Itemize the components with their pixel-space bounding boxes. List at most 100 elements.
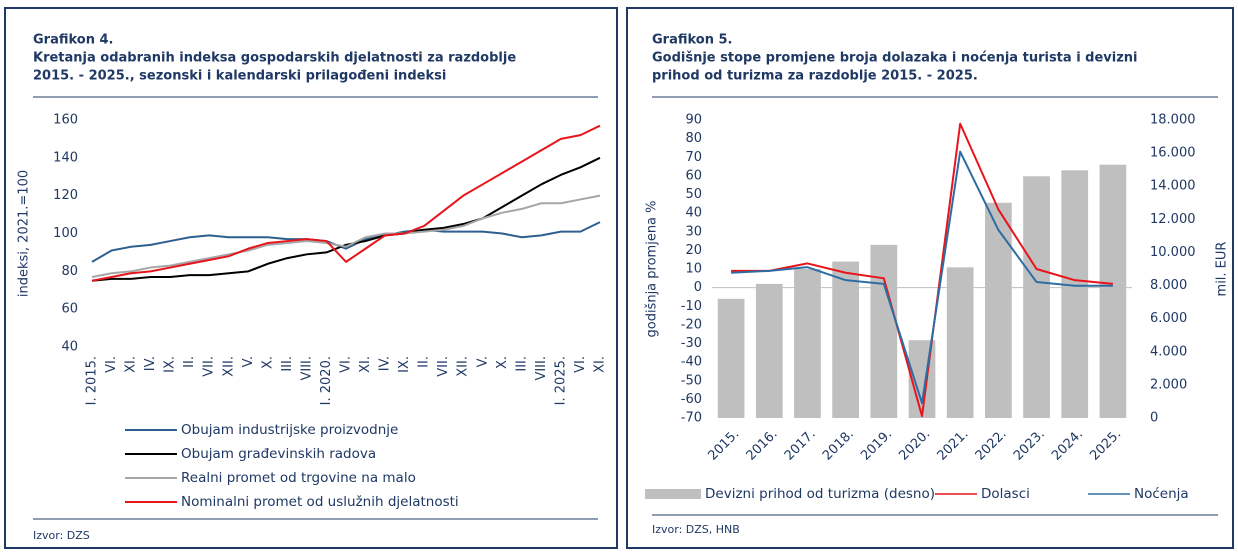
bar xyxy=(832,261,859,418)
x-tick-label: 2015. xyxy=(705,427,742,464)
x-tick-label: 2016. xyxy=(744,427,781,464)
chart-subtitle: Godišnje stope promjene broja dolazaka i… xyxy=(652,51,1138,66)
panel xyxy=(4,7,618,549)
x-tick-label: IV. xyxy=(143,356,158,371)
source: Izvor: DZS, HNB xyxy=(652,523,740,536)
y-tick-label: 120 xyxy=(53,188,78,203)
x-tick-label: VI. xyxy=(339,356,354,373)
y2-tick-label: 14.000 xyxy=(1150,179,1196,194)
y2-tick-label: 18.000 xyxy=(1150,113,1196,128)
x-tick-label: 2025. xyxy=(1087,427,1124,464)
x-tick-label: X. xyxy=(495,356,510,369)
bar xyxy=(1099,164,1127,418)
y-tick-label: 40 xyxy=(61,340,78,355)
legend-label: Devizni prihod od turizma (desno) xyxy=(705,486,935,502)
y-tick-label: 20 xyxy=(685,243,702,258)
chart-title: Grafikon 4. xyxy=(33,33,113,48)
legend-label: Noćenja xyxy=(1134,486,1189,502)
x-tick-label: I. 2015. xyxy=(85,356,100,405)
x-tick-label: III. xyxy=(514,356,529,372)
legend-label: Realni promet od trgovine na malo xyxy=(181,470,416,486)
y-tick-label: 50 xyxy=(685,187,702,202)
bar xyxy=(870,244,898,418)
x-tick-label: VIII. xyxy=(534,356,549,381)
y-tick-label: 0 xyxy=(694,280,702,295)
x-tick-label: 2024. xyxy=(1049,427,1086,464)
y2-tick-label: 0 xyxy=(1150,411,1158,426)
y-tick-label: -30 xyxy=(681,336,702,351)
y2-tick-label: 2.000 xyxy=(1150,377,1187,392)
x-tick-label: XII. xyxy=(456,356,471,377)
x-tick-label: XI. xyxy=(358,356,373,373)
bar xyxy=(946,267,974,418)
chart-subtitle: prihod od turizma za razdoblje 2015. - 2… xyxy=(652,69,978,84)
x-tick-label: V. xyxy=(241,356,256,367)
x-tick-label: VIII. xyxy=(299,356,314,381)
y-tick-label: -10 xyxy=(681,299,702,314)
y-tick-label: -50 xyxy=(681,373,702,388)
x-tick-label: 2021. xyxy=(935,427,972,464)
y-axis-label: indeksi, 2021.=100 xyxy=(17,170,32,297)
y-tick-label: 10 xyxy=(685,262,702,277)
x-tick-label: X. xyxy=(260,356,275,369)
x-tick-label: VI. xyxy=(104,356,119,373)
bar xyxy=(985,202,1012,418)
y-tick-label: -70 xyxy=(681,411,702,426)
y-tick-label: 60 xyxy=(685,168,702,183)
y-tick-label: -60 xyxy=(681,392,702,407)
y2-tick-label: 4.000 xyxy=(1150,344,1187,359)
y-tick-label: 80 xyxy=(685,131,702,146)
x-tick-label: IX. xyxy=(163,356,178,373)
x-tick-label: III. xyxy=(280,356,295,372)
bar xyxy=(755,283,783,418)
line xyxy=(91,194,601,278)
line xyxy=(91,156,601,282)
y-tick-label: -40 xyxy=(681,355,702,370)
y-tick-label: 160 xyxy=(53,113,78,128)
x-tick-label: XI. xyxy=(124,356,139,373)
x-tick-label: IV. xyxy=(378,356,393,371)
x-tick-label: XII. xyxy=(221,356,236,377)
line xyxy=(731,122,1114,418)
legend-label: Obujam industrijske proizvodnje xyxy=(181,422,398,438)
y-tick-label: -20 xyxy=(681,317,702,332)
y2-tick-label: 6.000 xyxy=(1150,311,1187,326)
x-tick-label: IX. xyxy=(397,356,412,373)
y-tick-label: 70 xyxy=(685,150,702,165)
x-tick-label: VI. xyxy=(573,356,588,373)
x-tick-label: 2020. xyxy=(896,427,933,464)
line xyxy=(91,124,601,282)
bar xyxy=(1061,170,1089,418)
bar xyxy=(794,269,821,418)
y2-tick-label: 12.000 xyxy=(1150,212,1196,227)
legend-label: Obujam građevinskih radova xyxy=(181,446,376,462)
x-tick-label: 2023. xyxy=(1011,427,1048,464)
x-tick-label: 2017. xyxy=(782,427,819,464)
panel xyxy=(626,7,1234,549)
x-tick-label: I. 2025. xyxy=(553,356,568,405)
line xyxy=(91,221,601,263)
x-tick-label: I. 2020. xyxy=(319,356,334,405)
line xyxy=(731,150,1113,405)
y-tick-label: 60 xyxy=(61,302,78,317)
source: Izvor: DZS xyxy=(33,529,90,542)
y-tick-label: 140 xyxy=(53,150,78,165)
y2-tick-label: 8.000 xyxy=(1150,278,1187,293)
y2-tick-label: 16.000 xyxy=(1150,146,1196,161)
y2-axis-label: mil. EUR xyxy=(1215,242,1230,297)
y-tick-label: 90 xyxy=(685,113,702,128)
x-tick-label: 2018. xyxy=(820,427,857,464)
y-tick-label: 100 xyxy=(53,226,78,241)
legend-label: Nominalni promet od uslužnih djelatnosti xyxy=(181,494,459,510)
legend-swatch xyxy=(645,489,701,499)
chart-subtitle: Kretanja odabranih indeksa gospodarskih … xyxy=(33,51,516,66)
x-tick-label: II. xyxy=(417,356,432,368)
y-axis-label: godišnja promjena % xyxy=(645,200,660,337)
y-tick-label: 80 xyxy=(61,264,78,279)
y-tick-label: 30 xyxy=(685,224,702,239)
y2-tick-label: 10.000 xyxy=(1150,245,1196,260)
x-tick-label: VII. xyxy=(436,356,451,377)
chart-subtitle: 2015. - 2025., sezonski i kalendarski pr… xyxy=(33,69,446,84)
chart-title: Grafikon 5. xyxy=(652,33,732,48)
